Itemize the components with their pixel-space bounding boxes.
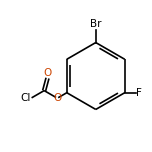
Text: Cl: Cl bbox=[21, 93, 31, 103]
Text: O: O bbox=[43, 68, 52, 78]
Text: F: F bbox=[136, 88, 142, 98]
Text: O: O bbox=[53, 93, 61, 103]
Text: Br: Br bbox=[90, 19, 102, 29]
